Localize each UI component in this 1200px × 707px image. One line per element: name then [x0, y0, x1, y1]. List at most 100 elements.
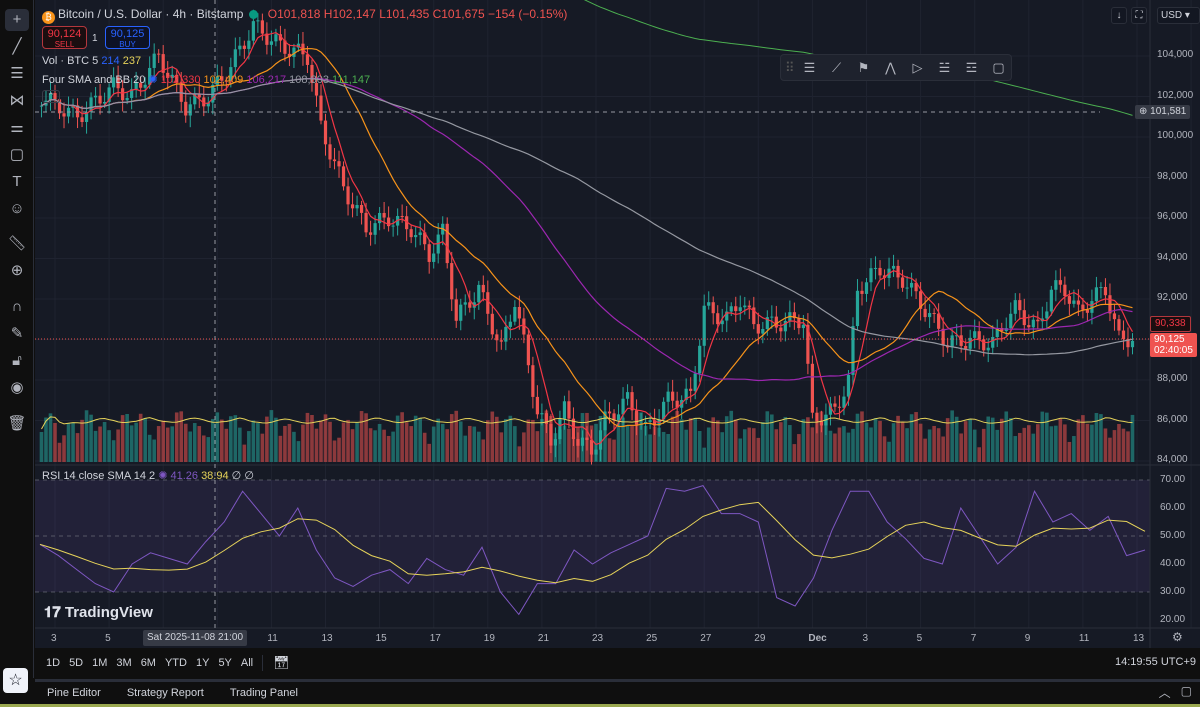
volume-bar: [842, 426, 846, 462]
rsi-legend[interactable]: RSI 14 close SMA 14 2 ✺ 41.26 38.94 ∅ ∅: [42, 469, 254, 482]
volume-bar: [1013, 436, 1018, 462]
volume-bar: [174, 412, 179, 462]
volume-bar: [449, 414, 454, 462]
volume-bar: [143, 418, 147, 462]
range-1y[interactable]: 1Y: [195, 656, 210, 669]
volume-bar: [972, 429, 977, 462]
buy-button[interactable]: 90,125 BUY: [105, 26, 150, 49]
symbol-title[interactable]: Bitcoin / U.S. Dollar · 4h · Bitstamp: [58, 7, 244, 21]
fullscreen-icon[interactable]: ⛶: [1131, 7, 1147, 24]
maximize-panel-icon[interactable]: ▢: [1180, 684, 1192, 698]
sell-button[interactable]: 90,124 SELL: [42, 26, 87, 49]
watchlist-star-icon[interactable]: ☆: [3, 668, 28, 693]
candle-body: [220, 76, 224, 81]
range-ytd[interactable]: YTD: [164, 656, 187, 669]
rectangle-icon[interactable]: ▢: [992, 59, 1005, 75]
emoji-icon[interactable]: ☺: [9, 200, 25, 217]
candle-body: [170, 74, 174, 78]
volume-bar: [39, 432, 44, 462]
chart-canvas[interactable]: [35, 0, 1200, 648]
add-alert-icon[interactable]: ⊕: [1139, 106, 1151, 117]
candle-body: [292, 47, 296, 57]
trend-line-icon[interactable]: ⟋: [831, 59, 842, 75]
rsi-label: RSI 14 close SMA 14 2: [42, 470, 156, 482]
chart-settings-icon[interactable]: ⚙: [1172, 630, 1183, 644]
candle-body: [454, 299, 458, 321]
currency-select[interactable]: USD ▾: [1157, 7, 1200, 24]
buy-price: 90,125: [110, 28, 145, 40]
ohlc-high: H102,147: [323, 7, 376, 21]
volume-bar: [188, 431, 193, 462]
zoom-in-icon[interactable]: ⊕: [10, 262, 24, 279]
magnet-icon[interactable]: ∩: [11, 298, 23, 315]
text-icon[interactable]: T: [12, 173, 22, 190]
crosshair-icon[interactable]: +: [5, 9, 29, 31]
rectangle-icon[interactable]: ▢: [9, 146, 25, 163]
candle-body: [472, 302, 476, 308]
volume-bar: [314, 428, 319, 462]
volume-bar: [544, 410, 549, 462]
range-bar: 1D 5D 1M 3M 6M YTD 1Y 5Y All 📅︎: [35, 650, 1200, 675]
eye-icon[interactable]: ◉: [10, 379, 24, 396]
range-5y[interactable]: 5Y: [218, 656, 232, 669]
volume-bar: [467, 425, 472, 462]
regression-icon[interactable]: ☲: [965, 59, 978, 75]
chart-area[interactable]: ₿ Bitcoin / U.S. Dollar · 4h · Bitstamp O…: [35, 0, 1200, 648]
triangle-icon[interactable]: ▷: [912, 59, 923, 75]
flag-icon[interactable]: ⚑: [857, 59, 870, 75]
range-3m[interactable]: 3M: [116, 656, 132, 669]
trash-icon[interactable]: 🗑︎: [7, 415, 27, 432]
price-axis-label: 96,000: [1157, 211, 1188, 222]
range-all[interactable]: All: [240, 656, 254, 669]
volume-bar: [328, 421, 332, 462]
volume-bar: [517, 446, 522, 462]
crosshair-price-label: ⊕ 101,581: [1135, 105, 1191, 119]
horizontal-lines-icon[interactable]: ☰: [803, 59, 816, 75]
pattern-icon[interactable]: ⋀: [885, 59, 896, 75]
clock[interactable]: 14:19:55 UTC+9: [1114, 656, 1196, 668]
volume-bar: [269, 410, 274, 462]
collapse-legend-button[interactable]: ⌃: [42, 90, 60, 103]
volume-bar: [1108, 437, 1112, 462]
volume-bar: [413, 415, 418, 462]
goto-date-icon[interactable]: 📅︎: [262, 654, 290, 671]
ruler-icon[interactable]: 📏︎: [7, 235, 27, 252]
volume-bar: [486, 420, 490, 462]
range-1m[interactable]: 1M: [92, 656, 108, 669]
prediction-icon[interactable]: ⚌: [10, 119, 24, 136]
pattern-icon[interactable]: ⋈: [9, 92, 25, 109]
candle-body: [459, 304, 463, 321]
volume-bar: [75, 433, 80, 462]
candle-body: [143, 84, 147, 88]
candle-body: [553, 439, 558, 446]
parallel-channel-icon[interactable]: ☱: [938, 59, 951, 75]
volume-bar: [909, 414, 914, 462]
crosshair-time-label: Sat 2025-11-08 21:00: [143, 630, 248, 646]
candle-body: [62, 113, 66, 117]
trend-line-icon[interactable]: ╱: [12, 38, 22, 55]
range-1d[interactable]: 1D: [46, 656, 61, 669]
volume-bar: [526, 419, 531, 462]
range-6m[interactable]: 6M: [140, 656, 156, 669]
rsi-axis-label: 30.00: [1160, 586, 1186, 597]
volume-bar: [693, 417, 697, 462]
download-icon[interactable]: ↓: [1111, 7, 1127, 24]
chevron-up-icon[interactable]: ︿: [1158, 686, 1171, 700]
tab-pine-editor[interactable]: Pine Editor: [47, 686, 101, 699]
rsi-na-2: ∅: [244, 470, 254, 482]
candle-body: [747, 305, 751, 308]
tab-strategy-report[interactable]: Strategy Report: [126, 686, 204, 699]
candle-body: [341, 166, 346, 187]
volume-bar: [373, 430, 377, 462]
volume-bar: [62, 435, 66, 462]
volume-bar: [810, 427, 815, 462]
tab-trading-panel[interactable]: Trading Panel: [229, 686, 298, 699]
stay-drawing-icon[interactable]: ✎: [10, 325, 24, 342]
volume-legend[interactable]: Vol · BTC 5 214 237: [42, 55, 141, 67]
lock-icon[interactable]: 🔓︎: [12, 352, 22, 369]
fib-retracement-icon[interactable]: ☰: [10, 65, 24, 82]
sma-legend[interactable]: Four SMA and BB 20 ✺ 102,330 102,409 106…: [42, 73, 370, 86]
price-axis-label: 86,000: [1157, 413, 1188, 425]
drag-handle-icon[interactable]: ⠿: [785, 59, 795, 75]
range-5d[interactable]: 5D: [69, 656, 84, 669]
